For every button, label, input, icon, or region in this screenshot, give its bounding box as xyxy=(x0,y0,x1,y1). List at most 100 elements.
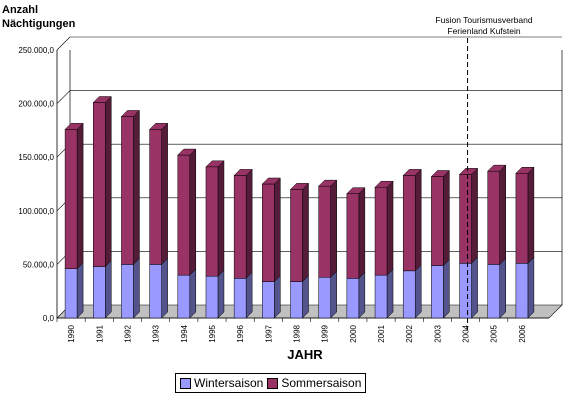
bar-side-wintersaison-1990 xyxy=(76,262,84,319)
annotation-line-1: Fusion Tourismusverband xyxy=(435,15,532,25)
plot-area: 0,0 50.000,0 100.000,0 150.000,0 200.000,0 25… xyxy=(18,36,563,343)
bar-top-1991 xyxy=(92,96,112,103)
bar-wintersaison-2005 xyxy=(487,264,500,319)
bar-side-wintersaison-2003 xyxy=(443,258,450,319)
bar-top-1995 xyxy=(205,160,225,168)
bar-wintersaison-1992 xyxy=(121,264,134,319)
legend-item-sommersaison: Sommersaison xyxy=(267,376,361,390)
x-tick-label-1999: 1999 xyxy=(321,324,330,342)
bar-sommersaison-1998 xyxy=(290,189,303,282)
bar-side-sommersaison-1998 xyxy=(302,182,309,283)
bar-side-wintersaison-1992 xyxy=(133,257,140,319)
bar-sommersaison-2002 xyxy=(402,175,416,272)
bar-side-wintersaison-1994 xyxy=(189,268,197,319)
x-tick-label-2003: 2003 xyxy=(433,324,442,342)
bar-top-1998 xyxy=(289,183,310,190)
bar-side-sommersaison-1991 xyxy=(105,95,112,268)
x-tick-label-1994: 1994 xyxy=(180,324,189,342)
bar-sommersaison-2000 xyxy=(346,193,360,279)
bar-side-sommersaison-2002 xyxy=(414,168,422,272)
bar-sommersaison-1993 xyxy=(149,129,162,265)
bar-top-1996 xyxy=(233,169,253,176)
bar-side-sommersaison-1997 xyxy=(274,177,281,283)
bar-sommersaison-1991 xyxy=(93,102,106,267)
x-tick-label-1992: 1992 xyxy=(123,324,132,342)
annotation-line-2: Ferienland Kufstein xyxy=(447,26,521,36)
bar-top-1992 xyxy=(120,110,141,117)
bar-side-sommersaison-1992 xyxy=(133,109,140,266)
bar-side-sommersaison-2006 xyxy=(527,166,535,264)
bar-sommersaison-2001 xyxy=(374,186,388,276)
bar-side-wintersaison-1998 xyxy=(302,274,309,319)
x-tick-label-1997: 1997 xyxy=(264,324,273,342)
bar-side-sommersaison-1994 xyxy=(189,148,197,276)
bar-side-sommersaison-2005 xyxy=(499,164,506,266)
legend-label-sommersaison: Sommersaison xyxy=(281,376,362,390)
bar-side-wintersaison-2006 xyxy=(527,256,535,319)
gridline-diagonal xyxy=(56,90,71,104)
bar-side-wintersaison-1999 xyxy=(330,270,337,319)
y-axis-title: Anzahl Nächtigungen xyxy=(2,4,76,30)
bar-wintersaison-1991 xyxy=(93,266,106,319)
bar-side-wintersaison-1991 xyxy=(105,259,112,319)
legend-swatch-wintersaison xyxy=(180,377,191,389)
bar-sommersaison-1997 xyxy=(262,183,275,282)
bar-wintersaison-1990 xyxy=(64,268,78,319)
x-tick-label-1998: 1998 xyxy=(293,324,302,342)
bar-side-wintersaison-1997 xyxy=(274,274,281,319)
gridline-diagonal xyxy=(56,36,71,51)
bar-side-sommersaison-2000 xyxy=(358,187,366,279)
bar-side-sommersaison-1993 xyxy=(161,122,168,266)
bar-sommersaison-2003 xyxy=(431,176,444,266)
bar-sommersaison-1996 xyxy=(233,175,247,279)
y-axis-title-line-1: Anzahl xyxy=(2,4,38,16)
bar-sommersaison-1995 xyxy=(205,166,219,277)
bar-side-wintersaison-2002 xyxy=(414,264,422,319)
bar-side-sommersaison-1990 xyxy=(76,122,84,270)
x-tick-label-2000: 2000 xyxy=(349,324,358,342)
x-tick-label-1995: 1995 xyxy=(208,324,217,342)
legend-item-wintersaison: Wintersaison xyxy=(180,376,263,390)
bar-wintersaison-1995 xyxy=(205,275,219,319)
legend-label-wintersaison: Wintersaison xyxy=(194,376,264,390)
bar-wintersaison-2001 xyxy=(374,274,388,319)
x-tick-label-2005: 2005 xyxy=(490,324,499,342)
x-tick-label-2006: 2006 xyxy=(518,324,527,342)
bar-sommersaison-1992 xyxy=(121,116,134,265)
bar-wintersaison-2002 xyxy=(402,270,416,319)
bar-side-wintersaison-2000 xyxy=(358,271,366,319)
bar-wintersaison-1996 xyxy=(233,278,247,319)
bar-top-2006 xyxy=(515,167,535,174)
bar-side-wintersaison-1996 xyxy=(245,271,253,319)
bar-top-1993 xyxy=(149,123,169,130)
bar-side-wintersaison-2005 xyxy=(499,257,506,319)
bar-top-1990 xyxy=(64,123,84,130)
bar-side-sommersaison-1999 xyxy=(330,179,337,278)
x-tick-label-2004: 2004 xyxy=(462,324,471,342)
y-tick-label: 100.000,0 xyxy=(18,207,54,216)
bar-wintersaison-2006 xyxy=(515,263,529,319)
bar-top-1997 xyxy=(261,177,281,185)
bar-wintersaison-2003 xyxy=(431,265,444,319)
y-tick-label: 0,0 xyxy=(43,314,55,323)
bar-side-sommersaison-1996 xyxy=(245,168,253,279)
bar-side-wintersaison-2001 xyxy=(386,268,394,319)
bar-wintersaison-1998 xyxy=(290,281,303,319)
legend-swatch-sommersaison xyxy=(267,377,279,389)
x-tick-label-1993: 1993 xyxy=(152,324,161,342)
bar-top-2002 xyxy=(402,169,422,176)
bar-top-2001 xyxy=(374,180,394,188)
bar-top-2000 xyxy=(346,187,366,194)
fusion-annotation: Fusion Tourismusverband Ferienland Kufst… xyxy=(435,15,532,36)
y-tick-label: 200.000,0 xyxy=(18,100,54,109)
bar-wintersaison-2000 xyxy=(346,278,360,319)
bar-wintersaison-1999 xyxy=(318,277,331,319)
bar-side-sommersaison-2003 xyxy=(443,169,450,267)
bar-sommersaison-2006 xyxy=(515,173,529,264)
bar-sommersaison-1999 xyxy=(318,185,331,278)
y-tick-label: 250.000,0 xyxy=(18,46,54,55)
bar-sommersaison-1990 xyxy=(64,129,78,269)
bar-side-wintersaison-1993 xyxy=(161,257,168,319)
y-tick-label: 150.000,0 xyxy=(18,153,54,162)
